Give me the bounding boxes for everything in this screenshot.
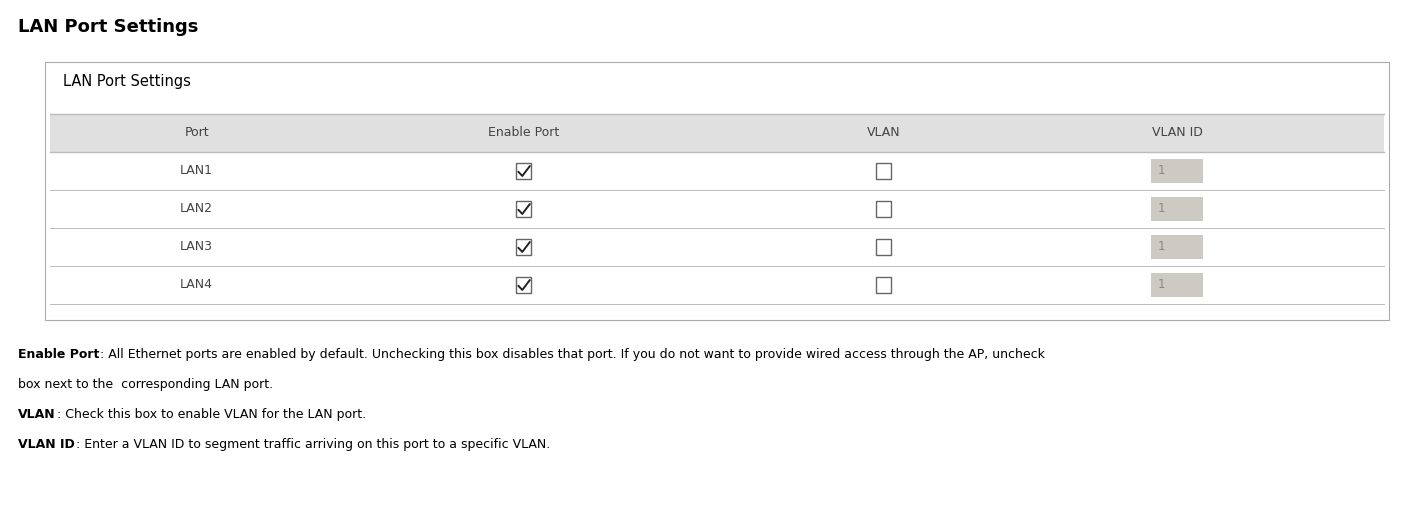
Text: box next to the  corresponding LAN port.: box next to the corresponding LAN port. <box>18 378 273 391</box>
Bar <box>516 163 532 179</box>
Bar <box>1151 159 1203 183</box>
Text: VLAN: VLAN <box>18 408 56 421</box>
Text: : All Ethernet ports are enabled by default. Unchecking this box disables that p: : All Ethernet ports are enabled by defa… <box>100 348 1045 361</box>
Text: LAN Port Settings: LAN Port Settings <box>63 74 191 89</box>
Text: 1: 1 <box>1157 241 1165 253</box>
Bar <box>516 239 532 255</box>
Text: VLAN ID: VLAN ID <box>18 438 75 451</box>
Text: LAN Port Settings: LAN Port Settings <box>18 18 198 36</box>
Bar <box>1151 235 1203 259</box>
Text: LAN1: LAN1 <box>180 164 214 178</box>
Text: LAN2: LAN2 <box>180 202 214 215</box>
Text: : Check this box to enable VLAN for the LAN port.: : Check this box to enable VLAN for the … <box>56 408 366 421</box>
Text: 1: 1 <box>1157 279 1165 291</box>
Bar <box>1151 197 1203 221</box>
Text: : Enter a VLAN ID to segment traffic arriving on this port to a specific VLAN.: : Enter a VLAN ID to segment traffic arr… <box>76 438 550 451</box>
Bar <box>877 163 892 179</box>
Bar <box>51 114 1384 152</box>
Text: 1: 1 <box>1157 164 1165 178</box>
Bar <box>877 201 892 217</box>
Text: Enable Port: Enable Port <box>18 348 100 361</box>
Text: 1: 1 <box>1157 202 1165 215</box>
Bar <box>877 277 892 293</box>
Text: Port: Port <box>184 127 210 140</box>
Text: VLAN: VLAN <box>867 127 900 140</box>
Text: VLAN ID: VLAN ID <box>1152 127 1203 140</box>
Bar <box>877 239 892 255</box>
Text: LAN3: LAN3 <box>180 241 214 253</box>
Bar <box>1151 273 1203 297</box>
Bar <box>516 277 532 293</box>
Text: LAN4: LAN4 <box>180 279 214 291</box>
Text: Enable Port: Enable Port <box>488 127 559 140</box>
Bar <box>516 201 532 217</box>
Bar <box>45 62 1389 320</box>
